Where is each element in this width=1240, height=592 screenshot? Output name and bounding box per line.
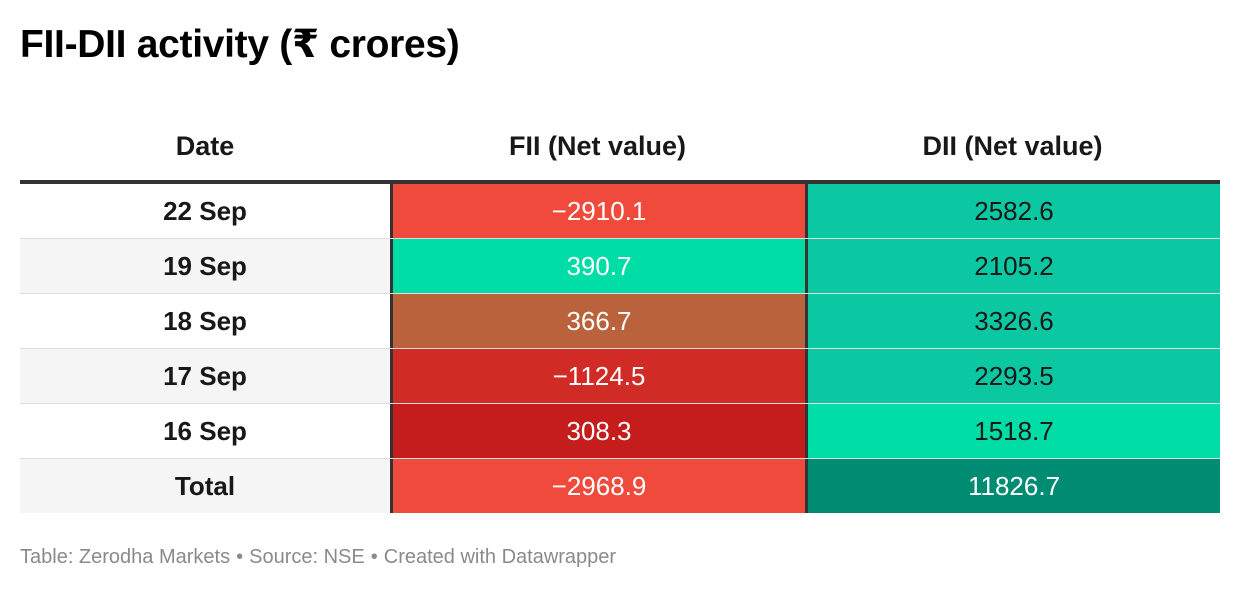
- date-cell: 18 Sep: [20, 294, 390, 348]
- date-cell: 19 Sep: [20, 239, 390, 293]
- footer-separator: •: [236, 546, 244, 568]
- date-cell: 16 Sep: [20, 404, 390, 458]
- table-row: 19 Sep 390.7 2105.2: [20, 238, 1220, 293]
- footer-separator: •: [370, 546, 378, 568]
- dii-value-cell: 2105.2: [805, 239, 1220, 293]
- chart-title: FII-DII activity (₹ crores): [20, 23, 460, 66]
- footer-table-credit[interactable]: Table: Zerodha Markets: [20, 546, 231, 568]
- dii-value-cell: 2293.5: [805, 349, 1220, 403]
- dii-value-cell: 11826.7: [805, 459, 1220, 513]
- column-header-dii: DII (Net value): [922, 130, 1103, 161]
- table-row: 18 Sep 366.7 3326.6: [20, 293, 1220, 348]
- footer-created-with[interactable]: Created with Datawrapper: [383, 546, 617, 568]
- dii-value-cell: 1518.7: [805, 404, 1220, 458]
- table-body: 22 Sep −2910.1 2582.6 19 Sep 390.7 2105.2 18 S…: [20, 184, 1220, 513]
- table-header: Date FII (Net value) DII (Net value): [20, 112, 1220, 184]
- fii-value-cell: 390.7: [390, 239, 805, 293]
- date-cell: 22 Sep: [20, 184, 390, 238]
- column-header-fii: FII (Net value): [508, 130, 687, 161]
- dii-value-cell: 2582.6: [805, 184, 1220, 238]
- footer-credits: Table: Zerodha Markets • Source: NSE • Creat…: [20, 546, 616, 569]
- footer-source[interactable]: Source: NSE: [249, 546, 365, 568]
- fii-value-cell: −2968.9: [390, 459, 805, 513]
- date-cell: 17 Sep: [20, 349, 390, 403]
- fii-value-cell: 366.7: [390, 294, 805, 348]
- table-row: 16 Sep 308.3 1518.7: [20, 403, 1220, 458]
- column-header-date: Date: [175, 130, 235, 161]
- fii-value-cell: −2910.1: [390, 184, 805, 238]
- table-row: 17 Sep −1124.5 2293.5: [20, 348, 1220, 403]
- dii-value-cell: 3326.6: [805, 294, 1220, 348]
- fii-value-cell: −1124.5: [390, 349, 805, 403]
- fii-dii-table: Date FII (Net value) DII (Net value) 22 …: [20, 112, 1220, 513]
- fii-value-cell: 308.3: [390, 404, 805, 458]
- table-row: Total −2968.9 11826.7: [20, 458, 1220, 513]
- table-row: 22 Sep −2910.1 2582.6: [20, 184, 1220, 238]
- date-cell: Total: [20, 459, 390, 513]
